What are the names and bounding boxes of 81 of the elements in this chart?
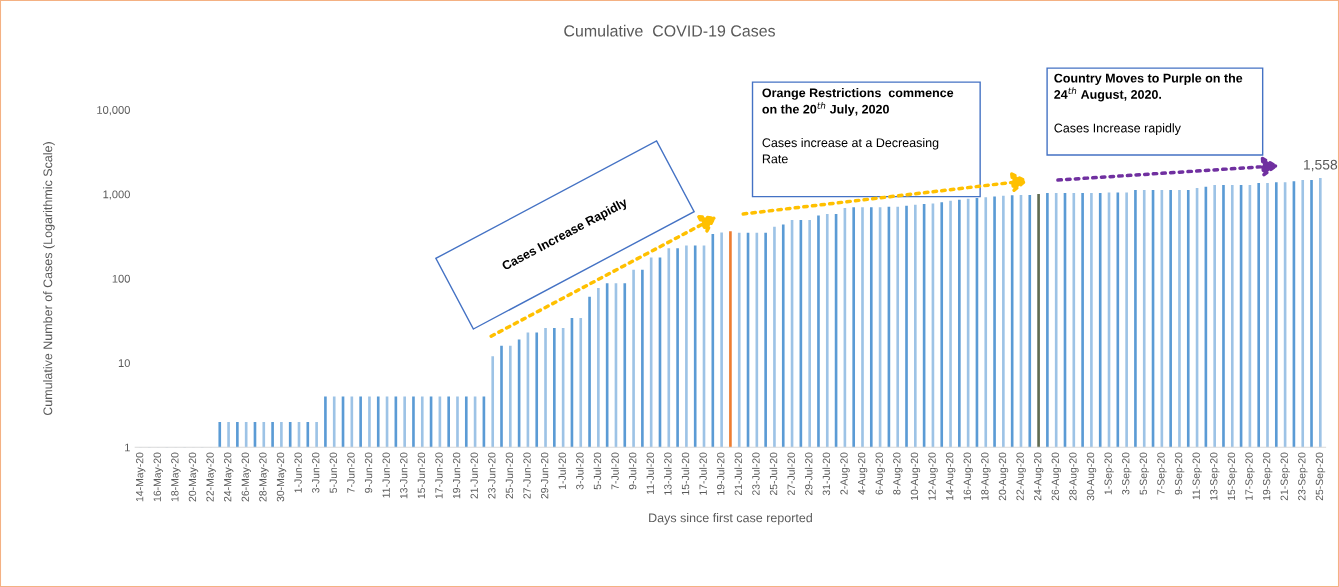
x-tick-label: 5-Jul-20 xyxy=(593,452,602,490)
x-tick-label: 17-Jul-20 xyxy=(699,452,707,495)
x-tick-label: 13-Sep-20 xyxy=(1210,452,1220,500)
x-tick-label: 28-May-20 xyxy=(259,452,269,502)
chart-title: Cumulative COVID-19 Cases xyxy=(564,24,775,37)
x-tick-label: 1-Sep-20 xyxy=(1104,452,1114,495)
x-tick-label: 21-Jun-20 xyxy=(470,452,478,499)
x-tick-label: 3-Jun-20 xyxy=(312,452,320,493)
x-tick-label: 1-Jun-20 xyxy=(294,452,302,493)
x-tick-label: 13-Jun-20 xyxy=(400,452,408,499)
x-tick-label: 30-May-20 xyxy=(276,452,287,502)
y-tick-label: 10 xyxy=(118,359,130,368)
x-tick-label: 1-Jul-20 xyxy=(558,452,566,489)
x-tick-label: 27-Jul-20 xyxy=(787,452,795,496)
y-axis-title: Cumulative Number of Cases (Logarithmic Scale) xyxy=(43,142,55,416)
x-tick-label: 15-Jun-20 xyxy=(417,452,426,499)
x-tick-label: 22-Aug-20 xyxy=(1016,452,1026,501)
x-tick-label: 2-Aug-20 xyxy=(840,452,850,495)
x-tick-label: 7-Sep-20 xyxy=(1157,452,1167,495)
y-tick-label: 10,000 xyxy=(97,106,130,116)
annotation: Orange Restrictions commence on the 20$^{th}$ July, 2020 xyxy=(762,88,954,117)
x-tick-label: 12-Aug-20 xyxy=(928,452,938,500)
y-tick-label: 1 xyxy=(125,443,130,452)
x-tick-label: 20-May-20 xyxy=(188,452,199,502)
x-tick-label: 5-Sep-20 xyxy=(1139,452,1150,495)
x-tick-label: 15-Sep-20 xyxy=(1227,452,1238,500)
x-tick-label: 18-Aug-20 xyxy=(981,452,991,500)
x-tick-label: 22-May-20 xyxy=(206,452,216,502)
x-tick-label: 19-Sep-20 xyxy=(1262,452,1273,500)
x-tick-label: 7-Jul-20 xyxy=(611,452,619,490)
x-tick-label: 9-Jun-20 xyxy=(364,452,373,493)
x-tick-label: 27-Jun-20 xyxy=(523,452,531,499)
x-tick-label: 11-Jun-20 xyxy=(382,452,390,498)
x-tick-label: 31-Jul-20 xyxy=(822,452,831,496)
x-tick-label: 29-Jul-20 xyxy=(804,452,813,496)
x-tick-label: 8-Aug-20 xyxy=(893,452,903,495)
x-tick-label: 21-Jul-20 xyxy=(734,452,743,496)
x-tick-label: 29-Jun-20 xyxy=(540,452,549,499)
x-tick-label: 13-Jul-20 xyxy=(663,452,672,495)
x-tick-label: 11-Jul-20 xyxy=(646,452,654,495)
data-label: 1,558 xyxy=(1304,159,1338,172)
x-tick-label: 4-Aug-20 xyxy=(857,452,868,495)
y-tick-label: 100 xyxy=(112,274,130,283)
x-tick-label: 28-Aug-20 xyxy=(1069,452,1079,501)
x-tick-label: 9-Jul-20 xyxy=(628,452,637,490)
x-tick-label: 5-Jun-20 xyxy=(329,452,338,493)
x-tick-label: 21-Sep-20 xyxy=(1280,452,1290,501)
y-tick-label: 1,000 xyxy=(103,190,130,200)
annotation: Cases Increase rapidly xyxy=(1054,123,1181,135)
x-axis-title: Days since first case reported xyxy=(649,513,812,525)
text: Country Moves to Purple on the 24$^{th}$ August, 2020. xyxy=(1054,73,1243,102)
x-tick-label: 19-Jul-20 xyxy=(716,452,725,495)
x-tick-label: 23-Jul-20 xyxy=(751,452,760,496)
x-tick-label: 20-Aug-20 xyxy=(998,452,1009,501)
x-tick-label: 18-May-20 xyxy=(171,452,181,502)
x-tick-label: 16-Aug-20 xyxy=(963,452,973,500)
x-tick-label: 30-Aug-20 xyxy=(1086,452,1097,501)
x-tick-label: 16-May-20 xyxy=(153,452,163,502)
x-tick-label: 24-Aug-20 xyxy=(1034,452,1044,501)
x-tick-label: 14-May-20 xyxy=(135,452,146,502)
x-tick-label: 14-Aug-20 xyxy=(945,452,956,500)
x-tick-label: 3-Sep-20 xyxy=(1122,452,1132,495)
x-tick-label: 10-Aug-20 xyxy=(910,452,921,500)
annotation: Cases increase at a Decreasing Rate xyxy=(762,137,939,164)
x-tick-label: 3-Jul-20 xyxy=(575,452,584,490)
x-tick-label: 25-Jul-20 xyxy=(769,452,778,496)
x-tick-label: 7-Jun-20 xyxy=(347,452,355,493)
x-tick-label: 25-Jun-20 xyxy=(505,452,514,499)
x-tick-label: 17-Jun-20 xyxy=(435,452,443,499)
x-tick-label: 26-Aug-20 xyxy=(1051,452,1062,501)
x-tick-label: 25-Sep-20 xyxy=(1315,452,1326,501)
x-tick-label: 23-Sep-20 xyxy=(1298,452,1308,501)
x-tick-label: 17-Sep-20 xyxy=(1245,452,1255,500)
x-tick-label: 9-Sep-20 xyxy=(1174,452,1185,495)
x-tick-label: 6-Aug-20 xyxy=(875,452,885,495)
x-tick-label: 15-Jul-20 xyxy=(681,452,690,495)
x-tick-label: 26-May-20 xyxy=(241,452,252,502)
x-tick-label: 23-Jun-20 xyxy=(488,452,496,499)
x-tick-label: 11-Sep-20 xyxy=(1192,452,1202,500)
x-tick-label: 24-May-20 xyxy=(223,452,234,502)
x-tick-label: 19-Jun-20 xyxy=(452,452,461,499)
